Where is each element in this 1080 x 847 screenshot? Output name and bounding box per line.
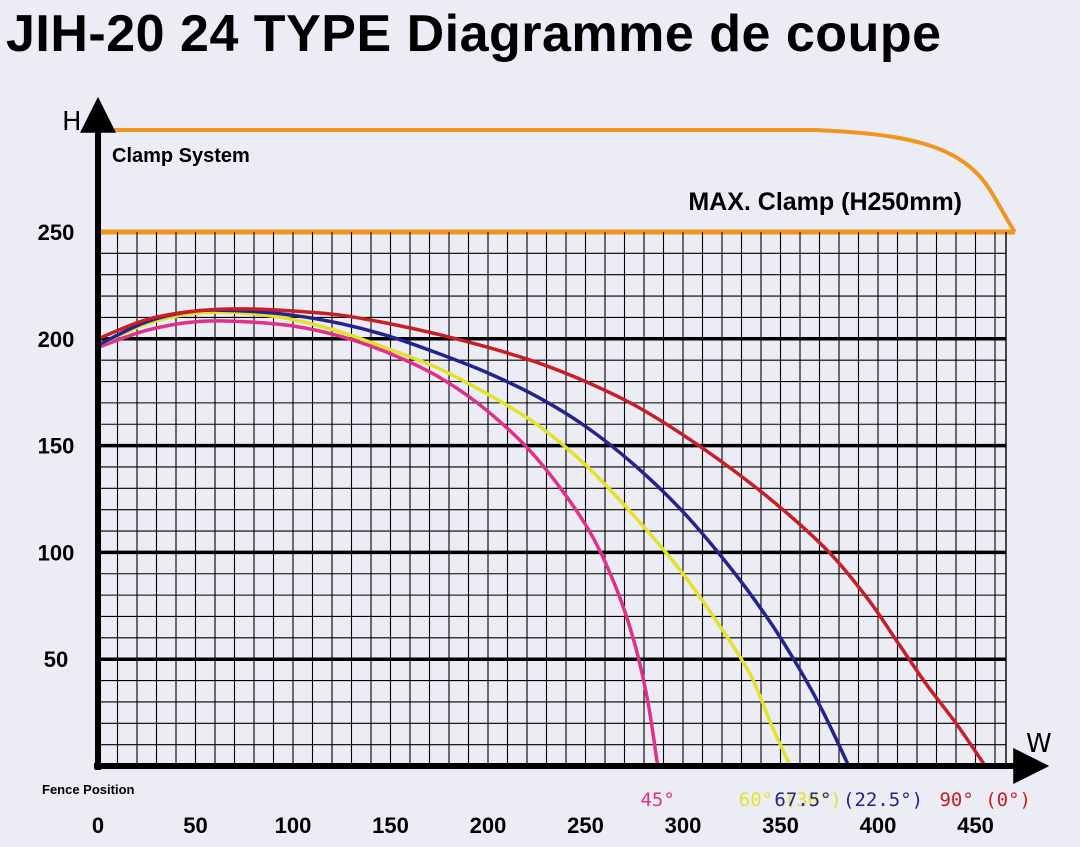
x-tick-label: 50 — [183, 813, 207, 838]
x-tick-label: 350 — [762, 813, 799, 838]
clamp-system-outline — [98, 128, 1017, 234]
x-tick-label: 450 — [957, 813, 994, 838]
series-label-3: 90° (0°) — [939, 789, 1031, 811]
x-axis-label: W — [1026, 729, 1052, 759]
x-tick-label: 200 — [470, 813, 507, 838]
fence-position-label: Fence Position — [42, 782, 135, 797]
y-tick-label: 200 — [38, 327, 75, 352]
y-tick-label: 250 — [38, 220, 75, 245]
chart-title: JIH-20 24 TYPE Diagramme de coupe — [6, 5, 942, 63]
y-tick-label: 50 — [44, 647, 68, 672]
series-line-1 — [96, 310, 792, 768]
x-tick-label: 400 — [860, 813, 897, 838]
clamp-system-label: Clamp System — [112, 145, 250, 167]
x-tick-label: 0 — [92, 813, 104, 838]
x-tick-label: 300 — [665, 813, 702, 838]
series-line-0 — [96, 319, 660, 768]
series-label-1: 60° (30°) — [739, 789, 842, 811]
y-tick-label: 150 — [38, 434, 75, 459]
series-label-2: 67.5° (22.5°) — [774, 789, 923, 811]
x-tick-label: 150 — [372, 813, 409, 838]
series-line-2 — [96, 308, 851, 768]
y-tick-label: 100 — [38, 540, 75, 565]
clamp-max-label: MAX. Clamp (H250mm) — [688, 188, 962, 216]
series-label-0: 45° — [640, 789, 674, 811]
x-tick-label: 100 — [275, 813, 312, 838]
x-tick-label: 250 — [567, 813, 604, 838]
series-line-3 — [96, 307, 987, 768]
y-axis-label: H — [62, 107, 82, 137]
